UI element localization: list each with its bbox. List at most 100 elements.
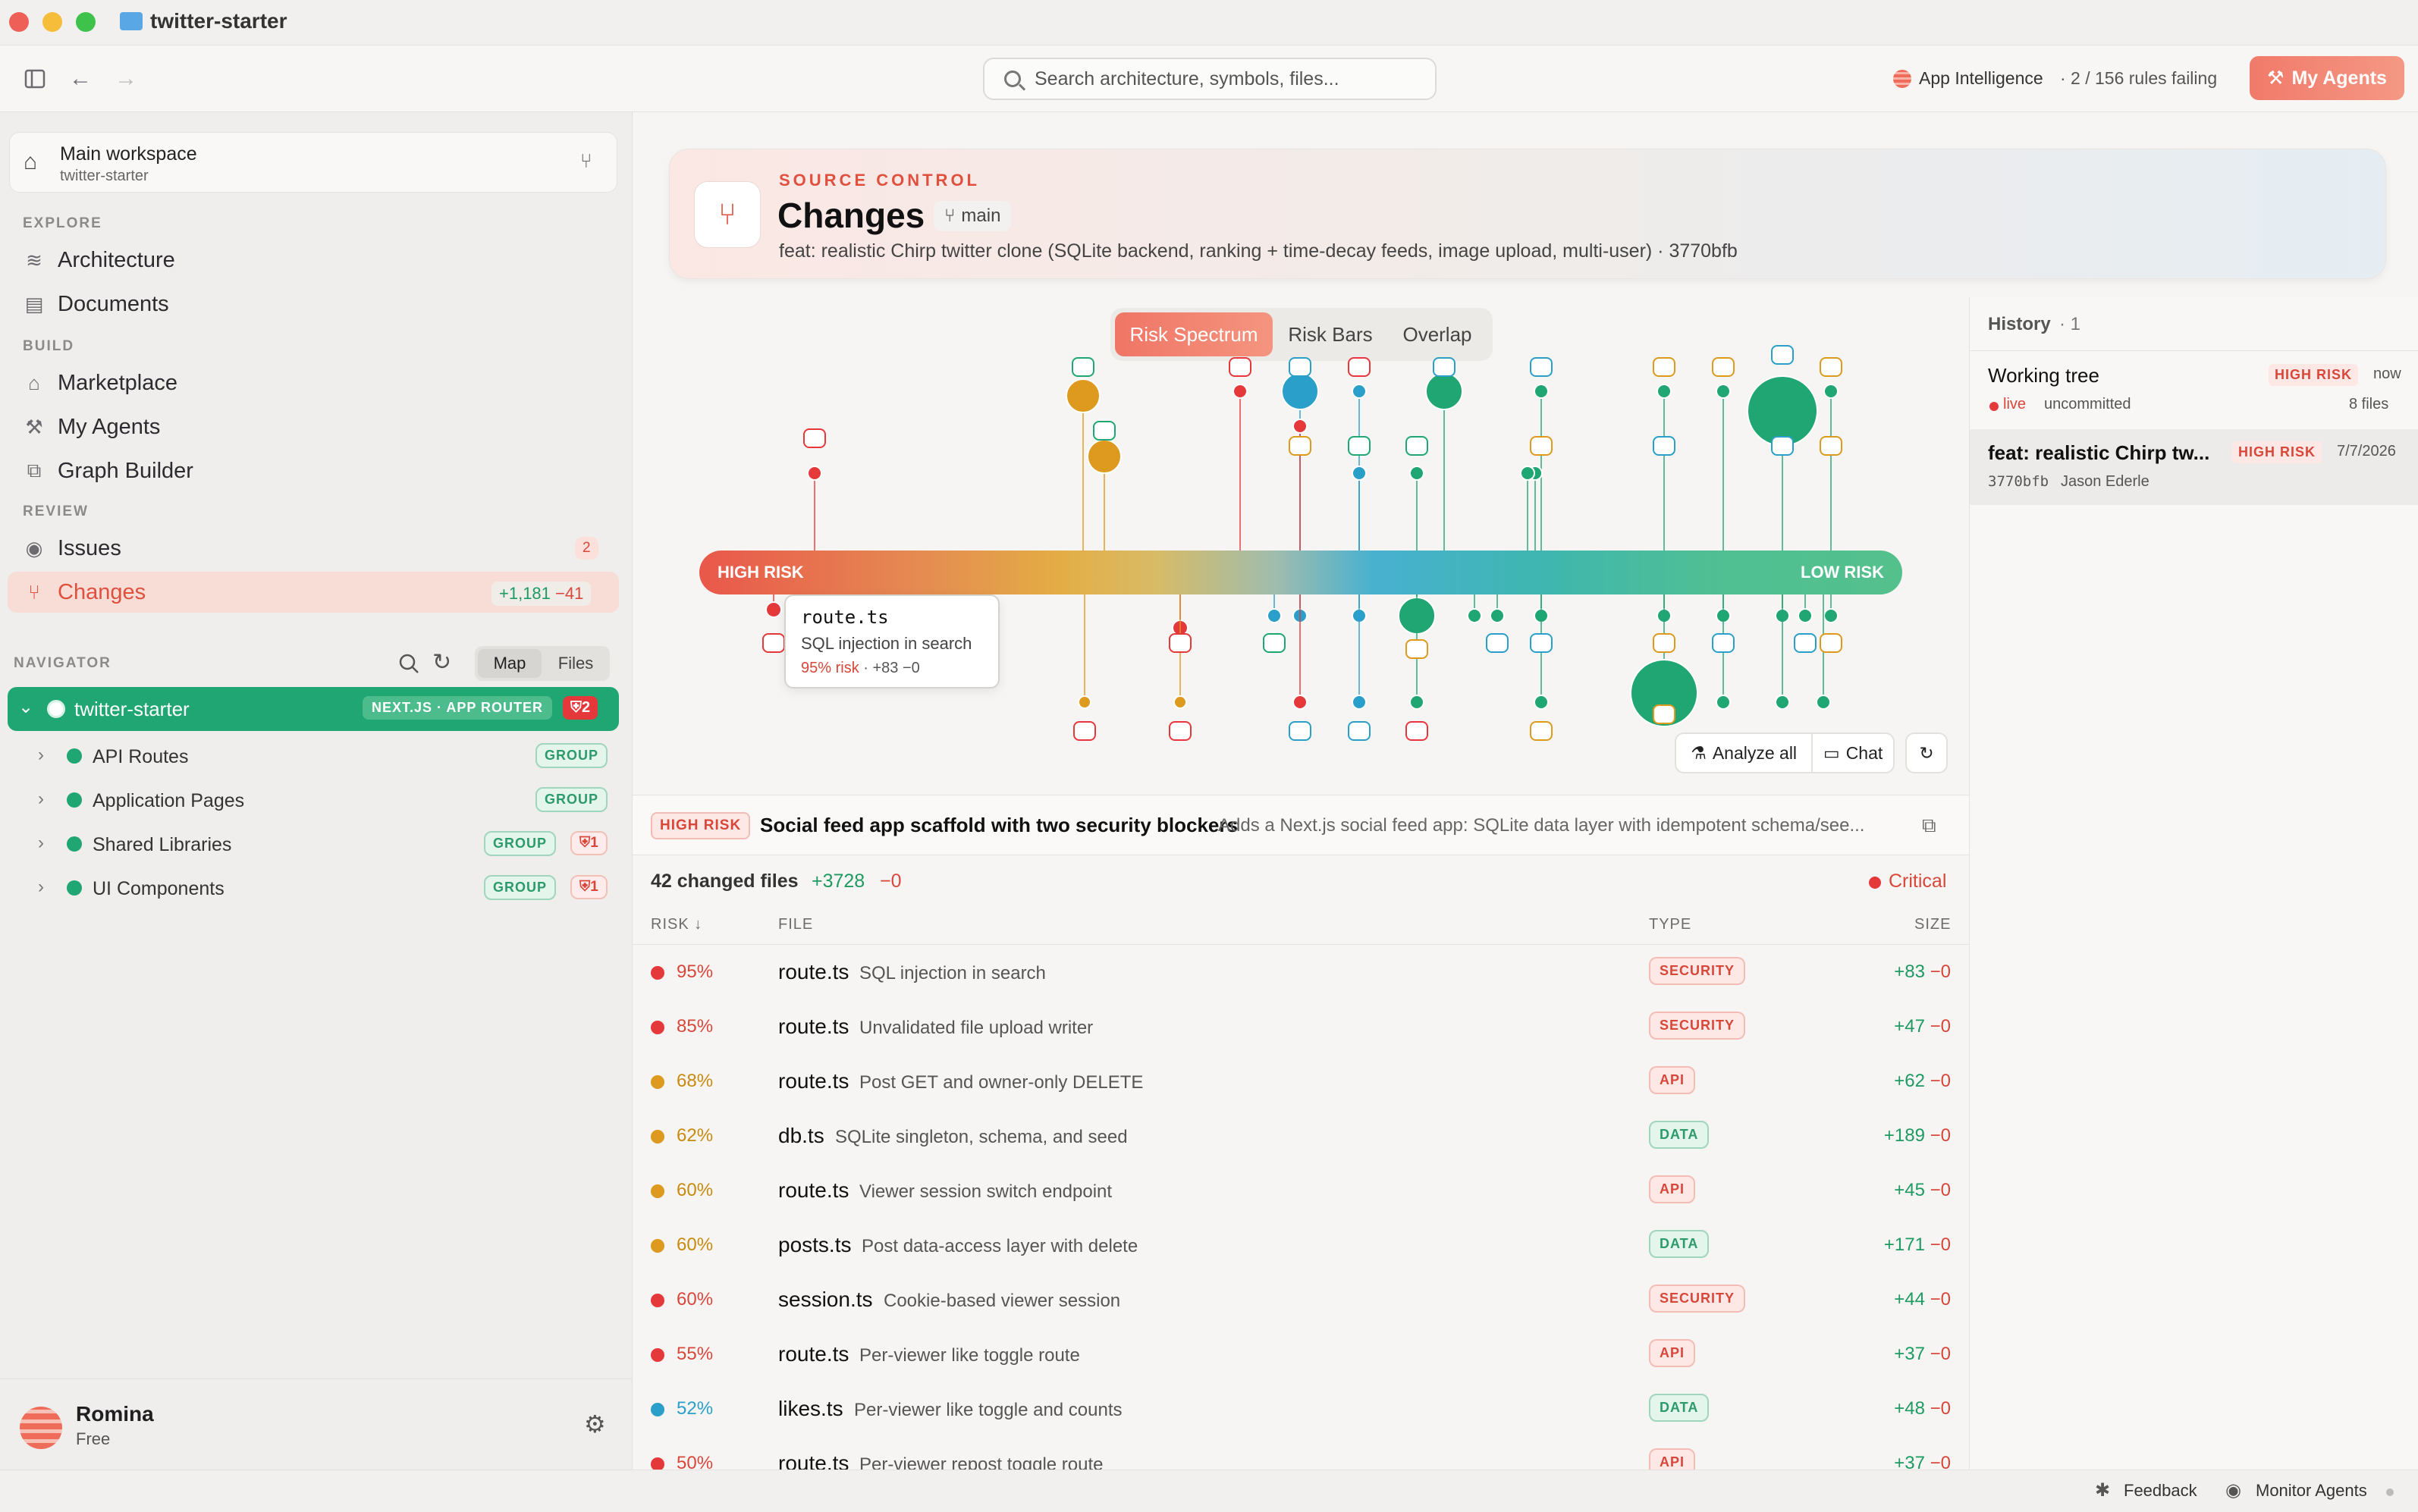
sidebar-item-issues[interactable]: ◉ Issues 2 xyxy=(8,528,619,569)
sidebar-item-marketplace[interactable]: ⌂ Marketplace xyxy=(8,362,619,403)
table-row[interactable]: 95% route.ts SQL injection in search SECURI… xyxy=(633,945,1969,999)
feedback-button[interactable]: Feedback xyxy=(2124,1481,2197,1500)
close-window-button[interactable] xyxy=(9,12,29,32)
file-node[interactable] xyxy=(1409,695,1424,710)
search-input[interactable]: Search architecture, symbols, files... xyxy=(983,58,1437,100)
folder-icon xyxy=(120,12,143,30)
back-arrow-icon[interactable]: ← xyxy=(69,66,92,91)
gear-icon[interactable]: ⚙ xyxy=(584,1410,606,1438)
sidebar-item-architecture[interactable]: ≋ Architecture xyxy=(8,240,619,281)
history-item-commit[interactable]: feat: realistic Chirp tw... HIGH RISK 7/… xyxy=(1970,429,2418,505)
file-node[interactable] xyxy=(1173,695,1187,709)
monitor-agents-button[interactable]: Monitor Agents xyxy=(2256,1481,2367,1500)
file-node[interactable] xyxy=(1409,466,1424,481)
chevron-down-icon[interactable]: ⌄ xyxy=(18,697,34,717)
maximize-window-button[interactable] xyxy=(76,12,96,32)
user-profile[interactable]: Romina Free ⚙ xyxy=(0,1379,633,1470)
tab-risk-spectrum[interactable]: Risk Spectrum xyxy=(1115,312,1273,356)
minimize-window-button[interactable] xyxy=(42,12,62,32)
chevron-right-icon[interactable]: › xyxy=(38,833,44,853)
analyze-all-button[interactable]: ⚗ Analyze all xyxy=(1675,732,1814,773)
sidebar-item-documents[interactable]: ▤ Documents xyxy=(8,284,619,325)
table-row[interactable]: 60% route.ts Viewer session switch endpoin… xyxy=(633,1163,1969,1218)
file-node[interactable] xyxy=(1292,419,1308,434)
file-node[interactable] xyxy=(1078,695,1091,709)
chevron-right-icon[interactable]: › xyxy=(38,789,44,809)
chevron-right-icon[interactable]: › xyxy=(38,745,44,765)
table-row[interactable]: 62% db.ts SQLite singleton, schema, and se… xyxy=(633,1109,1969,1163)
sidebar-item-my-agents[interactable]: ⚒ My Agents xyxy=(8,406,619,447)
chat-button[interactable]: ▭ Chat xyxy=(1813,732,1895,773)
file-node[interactable] xyxy=(1534,695,1549,710)
refresh-icon[interactable]: ↻ xyxy=(432,650,452,675)
file-node[interactable] xyxy=(1747,375,1818,447)
file-node[interactable] xyxy=(1292,695,1308,710)
table-row[interactable]: 68% route.ts Post GET and owner-only DELET… xyxy=(633,1054,1969,1109)
table-row[interactable]: 60% session.ts Cookie-based viewer session… xyxy=(633,1272,1969,1327)
file-node[interactable] xyxy=(1798,608,1813,623)
table-row[interactable]: 55% route.ts Per-viewer like toggle route A… xyxy=(633,1327,1969,1382)
file-node[interactable] xyxy=(1775,695,1790,710)
table-row[interactable]: 60% posts.ts Post data-access layer with d… xyxy=(633,1218,1969,1272)
file-node[interactable] xyxy=(1066,378,1101,413)
refresh-button[interactable]: ↻ xyxy=(1905,732,1948,773)
search-icon[interactable] xyxy=(397,652,420,675)
my-agents-button[interactable]: ⚒ My Agents xyxy=(2250,56,2404,100)
tab-risk-bars[interactable]: Risk Bars xyxy=(1288,322,1373,346)
file-node[interactable] xyxy=(1630,659,1698,727)
branch-chip[interactable]: ⑂ main xyxy=(934,201,1012,231)
chevron-right-icon[interactable]: › xyxy=(38,877,44,897)
view-map-button[interactable]: Map xyxy=(478,649,542,678)
lines-added: +62 xyxy=(1894,1071,1925,1091)
node-kind-icon xyxy=(1348,436,1371,456)
history-item-working-tree[interactable]: Working tree HIGH RISK now live uncommit… xyxy=(1970,352,2418,428)
tree-group-item[interactable]: › Application Pages GROUP xyxy=(8,780,619,820)
file-node[interactable] xyxy=(1352,466,1367,481)
file-node[interactable] xyxy=(1087,439,1122,474)
tree-group-name: UI Components xyxy=(93,878,225,899)
table-row[interactable]: 52% likes.ts Per-viewer like toggle and co… xyxy=(633,1382,1969,1436)
file-node[interactable] xyxy=(1467,608,1482,623)
tree-root-node[interactable]: ⌄ twitter-starter NEXT.JS · APP ROUTER ⛨… xyxy=(8,687,619,731)
app-intelligence-label[interactable]: App Intelligence xyxy=(1919,68,2043,88)
layers-icon: ≋ xyxy=(26,248,42,271)
view-files-button[interactable]: Files xyxy=(557,654,594,673)
file-node[interactable] xyxy=(1520,466,1535,481)
file-node[interactable] xyxy=(1352,695,1367,710)
tree-group-item[interactable]: › API Routes GROUP xyxy=(8,736,619,776)
file-node[interactable] xyxy=(1716,384,1731,399)
table-row[interactable]: 85% route.ts Unvalidated file upload write… xyxy=(633,999,1969,1054)
node-kind-icon xyxy=(1820,633,1842,653)
sidebar-toggle-icon[interactable] xyxy=(18,62,52,96)
tree-group-item[interactable]: › Shared Libraries GROUP ⛨1 xyxy=(8,823,619,864)
file-node[interactable] xyxy=(1823,608,1839,623)
copy-icon[interactable]: ⧉ xyxy=(1922,814,1936,836)
tree-group-item[interactable]: › UI Components GROUP ⛨1 xyxy=(8,867,619,908)
file-node[interactable] xyxy=(1823,384,1839,399)
sidebar-item-graph-builder[interactable]: ⧉ Graph Builder xyxy=(8,450,619,491)
file-node[interactable] xyxy=(1281,372,1319,410)
file-node[interactable] xyxy=(1233,384,1248,399)
col-size[interactable]: SIZE xyxy=(1914,916,1952,933)
branch-icon: ⑂ xyxy=(694,181,761,248)
branch-icon[interactable]: ⑂ xyxy=(580,149,592,172)
file-node[interactable] xyxy=(1716,695,1731,710)
sidebar-item-changes[interactable]: ⑂ Changes +1,181 −41 xyxy=(8,572,619,613)
forward-arrow-icon[interactable]: → xyxy=(115,66,137,91)
col-risk[interactable]: RISK ↓ xyxy=(651,916,703,933)
tab-overlap[interactable]: Overlap xyxy=(1402,322,1472,346)
file-node[interactable] xyxy=(1816,695,1831,710)
file-node[interactable] xyxy=(1534,384,1549,399)
file-node[interactable] xyxy=(1425,372,1463,410)
size-diff: +47 −0 xyxy=(1894,1016,1951,1037)
file-node[interactable] xyxy=(807,466,822,481)
file-node[interactable] xyxy=(1490,608,1505,623)
file-node[interactable] xyxy=(1352,384,1367,399)
col-type[interactable]: TYPE xyxy=(1649,916,1692,933)
node-kind-icon xyxy=(1229,357,1251,377)
file-node[interactable] xyxy=(1267,608,1282,623)
col-file[interactable]: FILE xyxy=(778,916,814,933)
workspace-switcher[interactable]: ⌂ Main workspace twitter-starter ⑂ xyxy=(9,132,617,193)
file-node[interactable] xyxy=(1656,384,1672,399)
file-node[interactable] xyxy=(765,601,782,618)
